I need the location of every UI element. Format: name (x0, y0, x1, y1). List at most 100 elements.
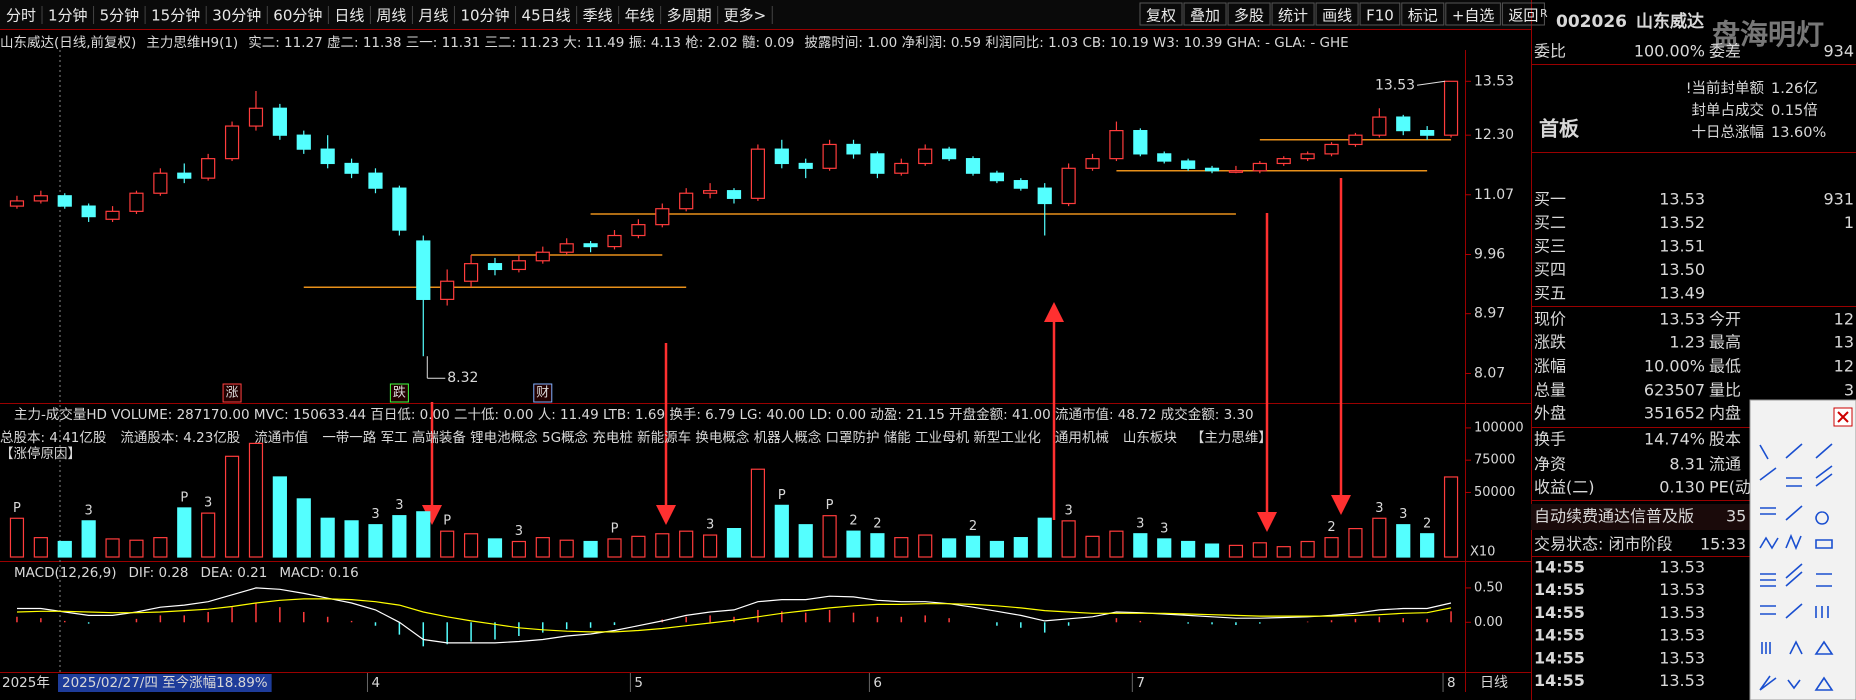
volume-bar (559, 539, 574, 558)
volume-bar (105, 538, 120, 558)
tick-time: 14:55 (1534, 648, 1585, 667)
volume-bar (1420, 533, 1435, 558)
stat-value: 8.31 (1669, 455, 1705, 474)
volume-bar (894, 537, 909, 558)
quote-badge: R (1540, 7, 1548, 20)
candle-body (870, 153, 885, 174)
toolbar-button[interactable]: 多股 (1234, 7, 1264, 25)
stat-label: 收益(二) (1534, 478, 1595, 497)
volume-bar (392, 515, 407, 558)
toolbar-tab[interactable]: 10分钟 (460, 7, 509, 25)
toolbar-tab[interactable]: 60分钟 (273, 7, 322, 25)
bid-label: 买三 (1534, 237, 1566, 256)
volume-bar (1324, 537, 1339, 558)
candle-body (440, 280, 455, 300)
y-tick-label: 12.30 (1474, 127, 1514, 143)
volume-bar (248, 442, 264, 558)
seal-value: 13.60% (1771, 125, 1826, 141)
candle-body (1276, 158, 1291, 165)
volume-bar (1396, 524, 1411, 558)
volume-tag: P (611, 521, 619, 536)
toolbar-button[interactable]: 统计 (1278, 7, 1308, 25)
toolbar-tab[interactable]: 30分钟 (212, 7, 261, 25)
candle-body (9, 200, 25, 207)
toolbar-button[interactable]: F10 (1366, 7, 1394, 25)
palette-bg (1749, 399, 1856, 700)
toolbar-tab[interactable]: 年线 (625, 7, 655, 25)
y-tick-label: 50000 (1474, 485, 1515, 500)
candle-body (224, 125, 240, 160)
toolbar-tab[interactable]: 45日线 (522, 7, 571, 25)
toolbar-tab[interactable]: 多周期 (667, 7, 712, 25)
candle-body (607, 234, 622, 248)
stat-label: 涨幅 (1534, 357, 1566, 376)
ad-text[interactable]: 自动续费通达信普及版 (1534, 507, 1694, 526)
stat-value: 351652 (1644, 404, 1705, 423)
volume-tag: P (443, 514, 451, 529)
toolbar-button[interactable]: +自选 (1452, 7, 1495, 25)
stat-label: 总量 (1534, 381, 1566, 400)
toolbar-tab[interactable]: 15分钟 (151, 7, 200, 25)
price-annotation: 8.32 (447, 370, 478, 386)
toolbar-button[interactable]: 标记 (1408, 7, 1438, 25)
bid-price: 13.53 (1659, 190, 1705, 209)
toolbar-button[interactable]: 叠加 (1190, 7, 1220, 25)
tick-time: 14:55 (1534, 580, 1585, 599)
stat-value: 623507 (1644, 381, 1705, 400)
tick-time: 14:55 (1534, 626, 1585, 645)
limit-up-reason: 【涨停原因】 (0, 445, 81, 462)
volume-bar (57, 540, 72, 558)
volume-bar (368, 524, 383, 558)
volume-bar (1228, 544, 1244, 558)
stat-label: 今开 (1709, 310, 1741, 329)
volume-bar (1085, 535, 1100, 558)
volume-bar (631, 535, 646, 558)
volume-tag: 3 (85, 503, 93, 518)
toolbar-button[interactable]: 画线 (1322, 7, 1352, 25)
candle-body (774, 148, 789, 165)
candle-body (1228, 170, 1244, 173)
toolbar-tab[interactable]: 1分钟 (48, 7, 88, 25)
volume-bar (798, 524, 813, 558)
candle-body (918, 148, 933, 165)
volume-bar (272, 476, 287, 558)
candle-body (1109, 130, 1124, 160)
volume-bar (1061, 520, 1076, 558)
candle-body (726, 190, 742, 199)
volume-bar (1443, 476, 1459, 558)
y-tick-label: 9.96 (1474, 246, 1505, 262)
candle-body (344, 162, 359, 174)
tick-price: 13.53 (1659, 626, 1705, 645)
volume-bar (9, 517, 25, 558)
volume-tag: 2 (1423, 516, 1431, 531)
candle-body (798, 162, 813, 169)
toolbar-tab[interactable]: 月线 (418, 7, 448, 25)
candle-body (583, 243, 598, 248)
bid-label: 买二 (1534, 213, 1566, 232)
toolbar-tab[interactable]: 周线 (376, 7, 406, 25)
stat-label: 现价 (1534, 310, 1566, 329)
marker-text: 涨 (226, 386, 239, 401)
toolbar-button[interactable]: 复权 (1146, 7, 1176, 25)
candle-body (392, 187, 407, 231)
volume-bar (1037, 517, 1052, 558)
month-label: 8 (1447, 675, 1456, 691)
toolbar-tab[interactable]: 分时 (6, 7, 36, 25)
toolbar-tab[interactable]: 更多> (724, 7, 767, 25)
volume-bar (487, 538, 503, 558)
toolbar-tab[interactable]: 日线 (334, 7, 364, 25)
volume-bar (1013, 537, 1028, 558)
button-frame (1271, 2, 1315, 26)
volume-tag: P (778, 488, 786, 503)
volume-tag: 3 (515, 524, 523, 539)
volume-bar (679, 530, 694, 558)
volume-tag: P (13, 501, 21, 516)
toolbar-tab[interactable]: 5分钟 (100, 7, 140, 25)
stat-label: PE(动 (1709, 478, 1751, 497)
toolbar-button[interactable]: 返回 (1508, 7, 1538, 25)
ad-number: 35 (1726, 507, 1746, 526)
volume-bar (535, 537, 550, 558)
candle-body (1252, 162, 1267, 172)
toolbar-tab[interactable]: 季线 (583, 7, 613, 25)
